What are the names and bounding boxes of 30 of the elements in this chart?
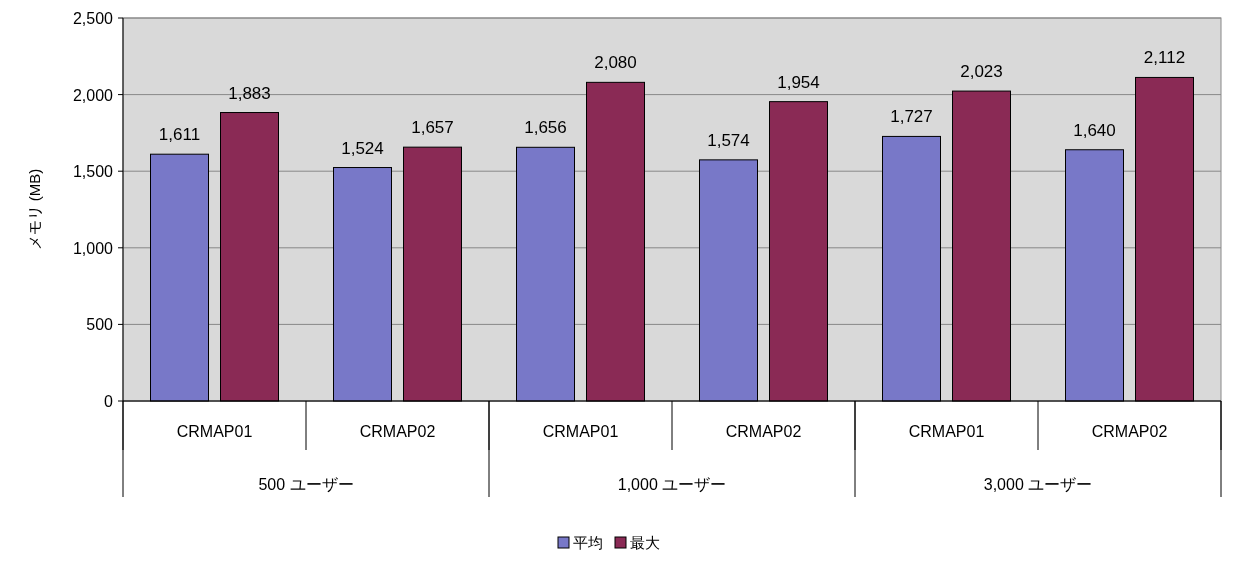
x-tick-label: CRMAP01: [542, 423, 619, 440]
data-label: 1,727: [890, 107, 933, 127]
text: 3,000 ユーザー: [983, 476, 1093, 493]
data-label: 1,611: [158, 125, 201, 145]
data-label: 2,080: [594, 53, 637, 73]
data-label: 1,883: [228, 83, 271, 103]
x-tick-label: CRMAP01: [908, 423, 985, 440]
y-tick-label: 0: [104, 393, 114, 410]
y-tick-label: 500: [86, 316, 114, 334]
y-axis-title: メモリ (MB): [26, 168, 43, 251]
data-label: 1,657: [411, 118, 454, 138]
x-tick-label: CRMAP02: [725, 423, 802, 440]
data-label: 2,112: [1143, 48, 1186, 68]
x-tick-label: CRMAP02: [359, 423, 436, 440]
data-label: 1,524: [341, 138, 384, 158]
y-tick-label: 2,500: [72, 10, 114, 27]
data-label: 1,954: [777, 72, 820, 92]
text: 1,000 ユーザー: [617, 476, 727, 493]
x-tick-label: CRMAP02: [1091, 423, 1168, 440]
x-tick-label: CRMAP01: [176, 423, 253, 440]
data-label: 1,574: [707, 130, 750, 150]
data-label: 1,656: [524, 118, 567, 138]
y-tick-label: 1,500: [72, 163, 114, 181]
y-tick-label: 2,000: [72, 86, 114, 104]
legend-label: 平均: [573, 534, 603, 551]
y-tick-label: 1,000: [72, 239, 114, 257]
data-label: 1,640: [1073, 120, 1116, 140]
text: 500 ユーザー: [258, 476, 354, 493]
legend-label: 最大: [630, 534, 660, 551]
data-label: 2,023: [960, 62, 1003, 82]
